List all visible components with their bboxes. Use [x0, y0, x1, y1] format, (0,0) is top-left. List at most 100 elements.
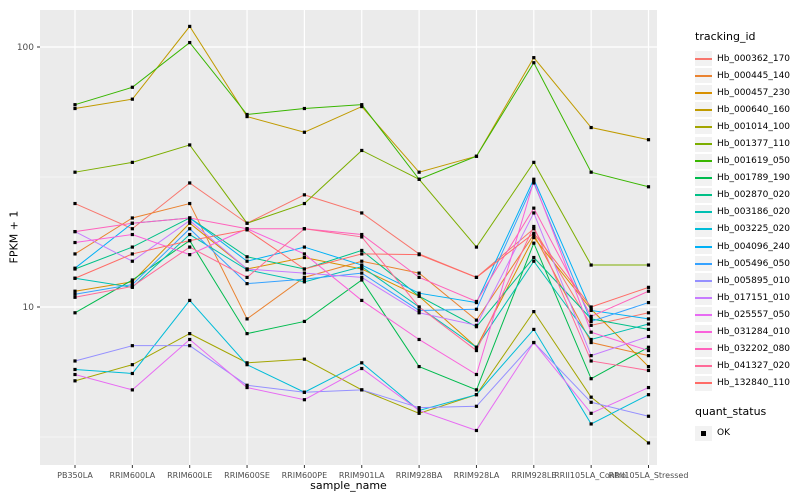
- data-point-Hb_031284_010: [360, 298, 364, 303]
- legend-key-swatch: [695, 136, 712, 152]
- data-point-Hb_032202_080: [73, 229, 77, 234]
- data-point-Hb_001789_190: [417, 364, 421, 369]
- data-point-Hb_002870_020: [417, 294, 421, 298]
- data-point-Hb_017151_010: [474, 323, 479, 327]
- data-point-Hb_003186_020: [532, 259, 536, 263]
- data-point-Hb_001014_100: [245, 361, 249, 365]
- legend-item-label: Hb_005895_010: [717, 275, 791, 286]
- data-point-Hb_001014_100: [646, 441, 651, 445]
- data-point-Hb_000640_160: [532, 56, 536, 60]
- black-square-marker-icon: [701, 430, 706, 436]
- legend-item-label: Hb_000362_170: [717, 53, 791, 64]
- legend-key-line-icon: [695, 228, 712, 231]
- quant-status-title: quant_status: [695, 404, 767, 418]
- data-point-Hb_000640_160: [589, 125, 593, 130]
- data-point-Hb_032202_080: [646, 289, 651, 293]
- data-point-Hb_041327_020: [646, 368, 651, 373]
- data-point-Hb_003225_020: [73, 367, 77, 372]
- data-point-Hb_031284_010: [130, 232, 134, 237]
- legend-item-Hb_001789_190: Hb_001789_190: [690, 170, 800, 187]
- legend-key-swatch: [695, 307, 712, 323]
- legend-item-Hb_004096_240: Hb_004096_240: [690, 238, 800, 255]
- data-point-Hb_001619_050: [360, 103, 364, 107]
- data-point-Hb_001014_100: [188, 332, 192, 336]
- data-point-Hb_001377_110: [73, 170, 77, 174]
- data-point-Hb_000362_170: [589, 323, 593, 327]
- quant-ok-key: [695, 425, 712, 441]
- y-axis-title: FPKM + 1: [7, 210, 21, 264]
- x-tick-label: RRIM928BA: [396, 471, 443, 480]
- data-point-Hb_031284_010: [302, 252, 306, 256]
- data-point-Hb_001619_050: [302, 106, 306, 111]
- legend-item-label: Hb_005496_050: [717, 258, 791, 269]
- x-tick-label: RRIM600LE: [167, 471, 212, 480]
- legend-key-swatch: [695, 119, 712, 135]
- data-point-Hb_004096_240: [532, 177, 536, 181]
- data-point-Hb_001377_110: [646, 263, 651, 267]
- data-point-Hb_000445_140: [73, 252, 77, 256]
- data-point-Hb_025557_050: [188, 337, 192, 342]
- data-point-Hb_001789_190: [474, 388, 479, 392]
- legend-key-line-icon: [695, 125, 712, 128]
- data-point-Hb_001789_190: [73, 311, 77, 315]
- legend-item-label: Hb_000445_140: [717, 70, 791, 81]
- legend-item-Hb_017151_010: Hb_017151_010: [690, 289, 800, 306]
- data-point-Hb_005895_010: [646, 414, 651, 418]
- data-point-Hb_001789_190: [589, 377, 593, 381]
- x-tick-label: RRIM901LA: [339, 471, 385, 480]
- legend-key-line-icon: [695, 279, 712, 282]
- x-tick-label: RRIM600PE: [282, 471, 328, 480]
- data-point-Hb_005496_050: [589, 319, 593, 324]
- plot-panel: 10 100 PB350LA RRIM600LA RRIM600LE RRIM600SE R…: [17, 10, 688, 480]
- data-point-Hb_005496_050: [302, 277, 306, 281]
- legend-key-line-icon: [695, 313, 712, 316]
- data-point-Hb_000457_230: [646, 364, 651, 369]
- legend-key-swatch: [695, 375, 712, 391]
- legend-key-line-icon: [695, 57, 712, 60]
- data-point-Hb_003225_020: [245, 363, 249, 367]
- x-tick-label: RRII105LA_Control: [554, 471, 628, 480]
- data-point-Hb_004096_240: [73, 266, 77, 270]
- legend-item-label: Hb_017151_010: [717, 292, 791, 303]
- data-point-Hb_032202_080: [360, 232, 364, 237]
- legend-item-label: Hb_001789_190: [717, 173, 791, 184]
- x-axis-title: sample_name: [310, 479, 387, 492]
- legend-key-swatch: [695, 324, 712, 340]
- data-point-Hb_032202_080: [474, 299, 479, 304]
- data-point-Hb_003225_020: [188, 298, 192, 303]
- quant-status-item-ok: OK: [690, 425, 800, 442]
- data-point-Hb_025557_050: [245, 385, 249, 390]
- data-point-Hb_001789_190: [646, 345, 651, 349]
- legend-item-Hb_005496_050: Hb_005496_050: [690, 255, 800, 272]
- data-point-Hb_003225_020: [589, 422, 593, 426]
- legend-key-line-icon: [695, 365, 712, 368]
- data-point-Hb_041327_020: [302, 227, 306, 231]
- legend-key-line-icon: [695, 108, 712, 111]
- legend-key-line-icon: [695, 91, 712, 94]
- data-point-Hb_000362_170: [188, 181, 192, 185]
- legend-key-line-icon: [695, 143, 712, 146]
- data-point-Hb_132840_110: [646, 285, 651, 289]
- data-point-Hb_001014_100: [532, 310, 536, 314]
- data-point-Hb_003186_020: [646, 322, 651, 326]
- legend-item-label: Hb_001619_050: [717, 156, 791, 167]
- data-point-Hb_003225_020: [360, 361, 364, 365]
- data-point-Hb_001789_190: [302, 319, 306, 324]
- data-point-Hb_017151_010: [188, 218, 192, 223]
- legend-item-Hb_003225_020: Hb_003225_020: [690, 221, 800, 238]
- data-point-Hb_001014_100: [589, 395, 593, 399]
- data-point-Hb_017151_010: [130, 259, 134, 263]
- data-point-Hb_001789_190: [130, 278, 134, 282]
- legend-item-label: Hb_002870_020: [717, 190, 791, 201]
- data-point-Hb_041327_020: [73, 295, 77, 299]
- legend-item-Hb_032202_080: Hb_032202_080: [690, 341, 800, 358]
- data-point-Hb_000457_230: [130, 280, 134, 284]
- data-point-Hb_001789_190: [360, 278, 364, 282]
- data-point-Hb_041327_020: [474, 348, 479, 353]
- data-point-Hb_005895_010: [130, 344, 134, 348]
- legend-key-swatch: [695, 68, 712, 84]
- data-point-Hb_132840_110: [73, 276, 77, 280]
- data-point-Hb_001377_110: [589, 263, 593, 267]
- data-point-Hb_004096_240: [360, 263, 364, 267]
- data-point-Hb_001377_110: [360, 148, 364, 153]
